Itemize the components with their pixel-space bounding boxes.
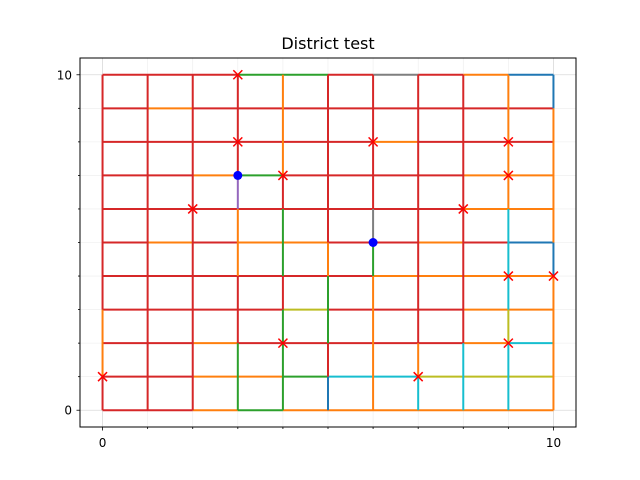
x-marker [232,136,243,147]
x-marker [368,136,379,147]
x-marker [503,338,514,349]
x-tick-label: 0 [99,436,107,450]
x-marker [503,170,514,181]
markers [97,69,559,382]
x-marker [458,203,469,214]
dot-marker [233,170,243,180]
x-tick-label: 10 [546,436,561,450]
y-tick-label: 10 [57,68,72,82]
x-marker [503,271,514,282]
chart-title: District test [281,34,374,53]
axis-ticks: 0 10 0 10 [57,68,561,450]
x-marker [503,136,514,147]
x-marker [413,371,424,382]
x-marker [232,69,243,80]
x-marker [277,338,288,349]
x-marker [277,170,288,181]
district-segments [101,73,555,412]
x-marker [97,371,108,382]
y-tick-label: 0 [64,404,72,418]
dot-marker [368,238,378,247]
x-marker [187,203,198,214]
x-marker [548,271,559,282]
